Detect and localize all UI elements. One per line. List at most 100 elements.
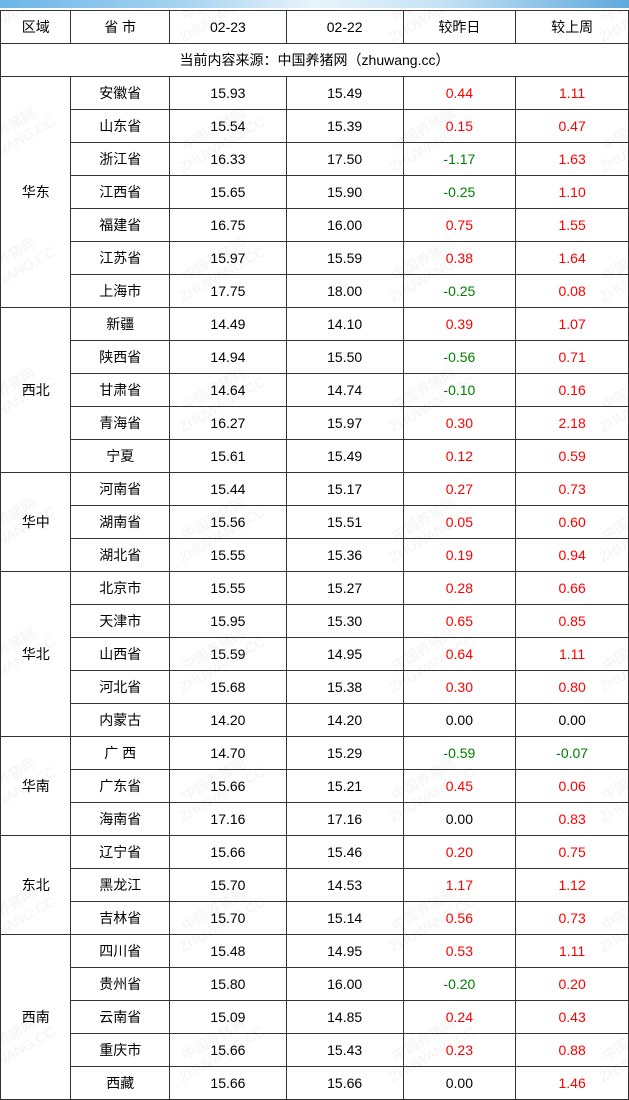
date1-cell: 14.94 (170, 341, 287, 374)
source-row: 当前内容来源：中国养猪网（zhuwang.cc） (1, 44, 629, 77)
vs-yesterday-cell: 0.56 (403, 902, 516, 935)
date2-cell: 14.10 (286, 308, 403, 341)
province-cell: 安徽省 (71, 77, 170, 110)
table-row: 湖南省15.5615.510.050.60 (1, 506, 629, 539)
vs-lastweek-cell: 0.85 (516, 605, 629, 638)
date2-cell: 15.43 (286, 1034, 403, 1067)
header-region: 区域 (1, 11, 71, 44)
date1-cell: 16.33 (170, 143, 287, 176)
table-row: 华中河南省15.4415.170.270.73 (1, 473, 629, 506)
province-cell: 湖南省 (71, 506, 170, 539)
province-cell: 河南省 (71, 473, 170, 506)
date2-cell: 15.46 (286, 836, 403, 869)
province-cell: 江苏省 (71, 242, 170, 275)
province-cell: 山西省 (71, 638, 170, 671)
vs-yesterday-cell: 0.12 (403, 440, 516, 473)
vs-lastweek-cell: 0.08 (516, 275, 629, 308)
table-row: 湖北省15.5515.360.190.94 (1, 539, 629, 572)
date2-cell: 15.49 (286, 440, 403, 473)
date2-cell: 15.27 (286, 572, 403, 605)
date2-cell: 14.95 (286, 935, 403, 968)
vs-lastweek-cell: 0.06 (516, 770, 629, 803)
date2-cell: 15.29 (286, 737, 403, 770)
region-cell: 东北 (1, 836, 71, 935)
date1-cell: 15.97 (170, 242, 287, 275)
vs-yesterday-cell: 0.20 (403, 836, 516, 869)
vs-yesterday-cell: 0.64 (403, 638, 516, 671)
table-row: 贵州省15.8016.00-0.200.20 (1, 968, 629, 1001)
table-row: 上海市17.7518.00-0.250.08 (1, 275, 629, 308)
vs-lastweek-cell: 1.12 (516, 869, 629, 902)
table-row: 云南省15.0914.850.240.43 (1, 1001, 629, 1034)
vs-yesterday-cell: -0.25 (403, 275, 516, 308)
table-row: 广东省15.6615.210.450.06 (1, 770, 629, 803)
date2-cell: 15.14 (286, 902, 403, 935)
date2-cell: 15.59 (286, 242, 403, 275)
vs-lastweek-cell: 0.71 (516, 341, 629, 374)
table-row: 江西省15.6515.90-0.251.10 (1, 176, 629, 209)
table-row: 天津市15.9515.300.650.85 (1, 605, 629, 638)
province-cell: 新疆 (71, 308, 170, 341)
date1-cell: 15.44 (170, 473, 287, 506)
date1-cell: 14.64 (170, 374, 287, 407)
date2-cell: 15.66 (286, 1067, 403, 1100)
table-body: 当前内容来源：中国养猪网（zhuwang.cc） 华东安徽省15.9315.49… (1, 44, 629, 1100)
date1-cell: 15.48 (170, 935, 287, 968)
date2-cell: 15.17 (286, 473, 403, 506)
region-cell: 西南 (1, 935, 71, 1100)
province-cell: 湖北省 (71, 539, 170, 572)
date2-cell: 15.21 (286, 770, 403, 803)
vs-lastweek-cell: 0.80 (516, 671, 629, 704)
header-date1: 02-23 (170, 11, 287, 44)
vs-lastweek-cell: 2.18 (516, 407, 629, 440)
table-row: 西北新疆14.4914.100.391.07 (1, 308, 629, 341)
table-row: 甘肃省14.6414.74-0.100.16 (1, 374, 629, 407)
province-cell: 甘肃省 (71, 374, 170, 407)
vs-yesterday-cell: 0.45 (403, 770, 516, 803)
province-cell: 北京市 (71, 572, 170, 605)
province-cell: 辽宁省 (71, 836, 170, 869)
date1-cell: 15.66 (170, 836, 287, 869)
vs-yesterday-cell: 0.44 (403, 77, 516, 110)
date1-cell: 15.95 (170, 605, 287, 638)
header-province: 省 市 (71, 11, 170, 44)
date2-cell: 15.30 (286, 605, 403, 638)
date2-cell: 14.95 (286, 638, 403, 671)
table-row: 陕西省14.9415.50-0.560.71 (1, 341, 629, 374)
header-date2: 02-22 (286, 11, 403, 44)
vs-yesterday-cell: 0.15 (403, 110, 516, 143)
vs-lastweek-cell: 1.64 (516, 242, 629, 275)
date1-cell: 14.20 (170, 704, 287, 737)
region-cell: 华北 (1, 572, 71, 737)
vs-lastweek-cell: 0.73 (516, 902, 629, 935)
table-row: 青海省16.2715.970.302.18 (1, 407, 629, 440)
vs-lastweek-cell: 0.20 (516, 968, 629, 1001)
vs-yesterday-cell: -0.10 (403, 374, 516, 407)
province-cell: 贵州省 (71, 968, 170, 1001)
vs-yesterday-cell: -0.20 (403, 968, 516, 1001)
vs-yesterday-cell: -1.17 (403, 143, 516, 176)
date1-cell: 15.65 (170, 176, 287, 209)
vs-yesterday-cell: -0.25 (403, 176, 516, 209)
region-cell: 西北 (1, 308, 71, 473)
date1-cell: 15.55 (170, 539, 287, 572)
province-cell: 内蒙古 (71, 704, 170, 737)
date2-cell: 15.49 (286, 77, 403, 110)
province-cell: 广 西 (71, 737, 170, 770)
table-row: 福建省16.7516.000.751.55 (1, 209, 629, 242)
vs-lastweek-cell: 1.46 (516, 1067, 629, 1100)
province-cell: 浙江省 (71, 143, 170, 176)
vs-lastweek-cell: 1.07 (516, 308, 629, 341)
province-cell: 青海省 (71, 407, 170, 440)
province-cell: 西藏 (71, 1067, 170, 1100)
province-cell: 云南省 (71, 1001, 170, 1034)
table-row: 华东安徽省15.9315.490.441.11 (1, 77, 629, 110)
date1-cell: 15.66 (170, 1067, 287, 1100)
date2-cell: 16.00 (286, 968, 403, 1001)
vs-yesterday-cell: 0.39 (403, 308, 516, 341)
vs-lastweek-cell: 0.94 (516, 539, 629, 572)
date2-cell: 14.85 (286, 1001, 403, 1034)
province-cell: 天津市 (71, 605, 170, 638)
table-row: 吉林省15.7015.140.560.73 (1, 902, 629, 935)
vs-lastweek-cell: 1.11 (516, 77, 629, 110)
